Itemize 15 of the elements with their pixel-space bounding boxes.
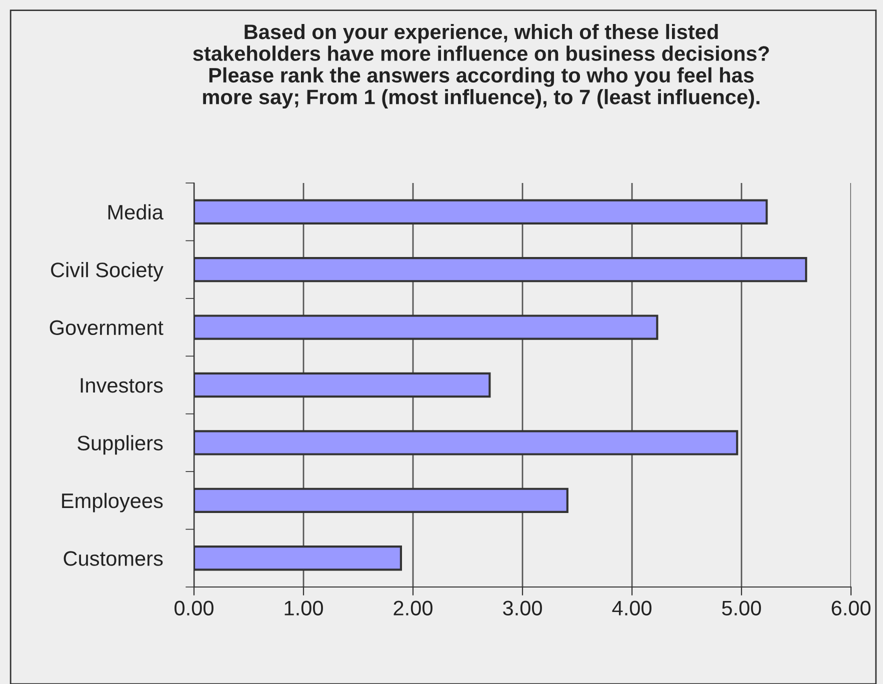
y-tick-label: Media: [108, 204, 164, 220]
chart-title: Based on your experience, which of these listed stakeholders have more influence on business decisions? Please rank the answers according to who you feel has more say; From 1 (most influence), to 7 (least influence).: [193, 24, 769, 109]
x-tick-label: 5.00: [722, 600, 761, 616]
x-tick-label: 6.00: [832, 600, 870, 616]
x-tick-label: 0.00: [174, 600, 214, 616]
y-tick-label: Government: [50, 320, 164, 336]
y-tick-label: Customers: [64, 551, 163, 566]
x-tick-label: 2.00: [394, 600, 432, 616]
x-tick-label: 3.00: [503, 600, 542, 616]
x-tick-label: 1.00: [284, 600, 323, 616]
x-tick-label: 4.00: [612, 600, 652, 616]
y-tick-label: Civil Society: [51, 262, 164, 282]
y-tick-label: Suppliers: [78, 435, 163, 455]
y-tick-label: Employees: [62, 492, 163, 512]
y-tick-label: Investors: [80, 378, 163, 393]
